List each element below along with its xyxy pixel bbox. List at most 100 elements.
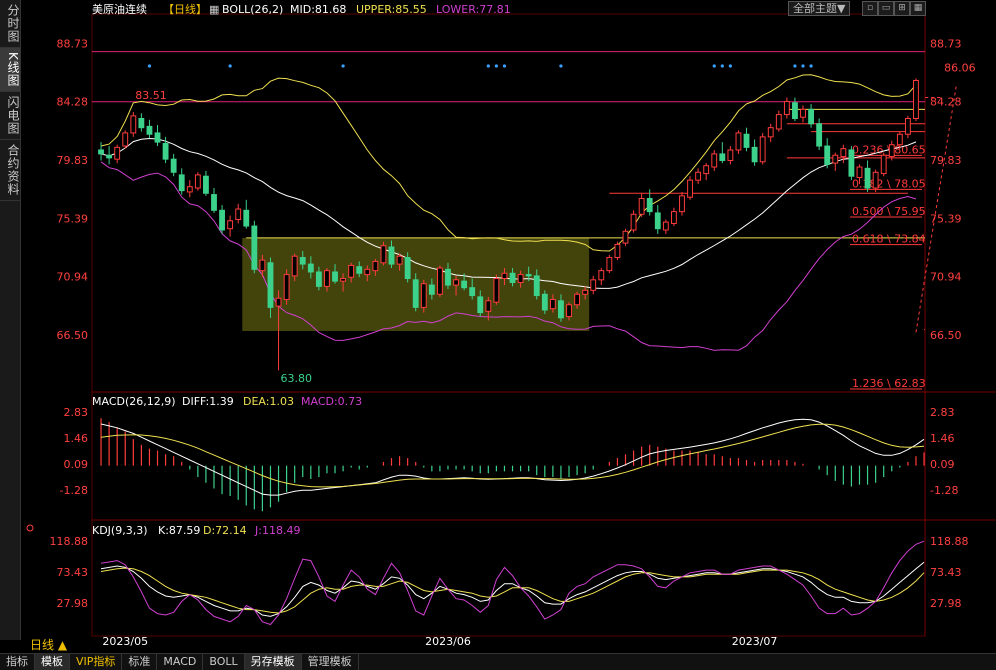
candle xyxy=(469,287,476,297)
tab-standard[interactable]: 标准 xyxy=(122,654,158,670)
candle xyxy=(525,274,532,277)
candle xyxy=(711,153,718,168)
bottom-tabbar: 指标 模板 VIP指标 标准 MACD BOLL 另存模板 管理模板 xyxy=(0,653,996,670)
candle xyxy=(614,243,621,259)
candle xyxy=(783,100,790,116)
theme-dropdown[interactable]: 全部主题▼ xyxy=(788,1,851,16)
candle xyxy=(719,153,726,161)
candle xyxy=(856,166,863,179)
dea-label: DEA:1.03 xyxy=(243,395,294,408)
grid-9-icon[interactable]: ▦ xyxy=(910,1,926,16)
candle xyxy=(332,271,338,282)
candle xyxy=(186,186,193,193)
candle xyxy=(436,267,443,295)
candle xyxy=(243,209,250,227)
candle xyxy=(904,118,911,135)
tab-indicator[interactable]: 指标 xyxy=(0,654,35,670)
candle xyxy=(533,275,540,297)
candle xyxy=(670,211,677,224)
y-tick-left: 84.28 xyxy=(57,96,89,109)
candle xyxy=(267,262,274,308)
candle xyxy=(606,257,613,272)
candle xyxy=(170,158,177,173)
candle xyxy=(348,264,355,278)
k-line xyxy=(100,561,925,617)
candle xyxy=(138,118,145,129)
candle xyxy=(549,299,556,310)
sidebar-tab-flash[interactable]: 闪电图 xyxy=(0,92,20,140)
d-line xyxy=(100,567,925,614)
period-button[interactable]: 日线 ▲ xyxy=(30,638,68,652)
candle xyxy=(106,154,113,159)
macd-y-tick-right: 2.83 xyxy=(930,406,955,419)
candle xyxy=(816,123,823,147)
candle xyxy=(227,220,234,230)
candle xyxy=(114,146,121,160)
macd-y-tick-right: -1.28 xyxy=(930,484,958,497)
fib-label: 0.500 \ 75.95 xyxy=(852,205,926,218)
candle xyxy=(582,289,589,295)
fib-label: 1.236 \ 62.83 xyxy=(852,377,926,390)
candle xyxy=(888,144,895,158)
sidebar-tab-timeshare[interactable]: 分时图 xyxy=(0,0,20,48)
candle xyxy=(428,284,435,295)
sidebar-tab-kline[interactable]: K线图 xyxy=(0,48,20,92)
candle xyxy=(461,280,468,289)
signal-dot xyxy=(801,64,805,68)
kdj-label: KDJ(9,3,3) xyxy=(92,524,148,537)
kdj-y-tick-right: 27.98 xyxy=(930,597,962,610)
candle xyxy=(404,257,411,280)
grid-2-icon[interactable]: ▭ xyxy=(878,1,894,16)
candle xyxy=(913,79,919,119)
tab-vip-indicator[interactable]: VIP指标 xyxy=(70,654,123,670)
candle xyxy=(630,213,637,231)
candle xyxy=(211,194,217,211)
candle xyxy=(412,279,419,308)
macd-y-tick-left: 2.83 xyxy=(64,406,89,419)
candle xyxy=(687,179,693,198)
grid-1-icon[interactable]: ▫ xyxy=(862,1,878,16)
y-tick-left: 88.73 xyxy=(57,37,89,50)
signal-dot xyxy=(341,64,345,68)
y-tick-right: 79.83 xyxy=(930,154,962,167)
candle xyxy=(800,108,806,118)
candle xyxy=(396,255,403,265)
diff-line xyxy=(100,418,925,496)
signal-dot xyxy=(502,64,507,68)
candle xyxy=(453,279,459,286)
x-tick: 2023/05 xyxy=(102,635,148,648)
candle xyxy=(509,272,516,283)
candle xyxy=(695,171,702,181)
boll-label: BOLL(26,2) xyxy=(222,3,283,16)
tab-boll[interactable]: BOLL xyxy=(203,654,245,670)
candle xyxy=(299,257,306,265)
sidebar-tab-contract-info[interactable]: 合约资料 xyxy=(0,140,20,201)
dea-line xyxy=(100,423,925,488)
candle xyxy=(477,296,484,314)
candle xyxy=(259,259,266,272)
mid-label: MID:81.68 xyxy=(290,3,346,16)
candle xyxy=(178,174,185,192)
y-tick-right: 84.28 xyxy=(930,96,962,109)
candle xyxy=(372,260,379,272)
fib-label: 0.382 \ 78.05 xyxy=(852,177,926,190)
y-tick-right: 75.39 xyxy=(930,212,962,225)
macd-y-tick-left: -1.28 xyxy=(60,484,88,497)
tab-manage-template[interactable]: 管理模板 xyxy=(302,654,359,670)
x-tick: 2023/07 xyxy=(732,635,778,648)
tab-template[interactable]: 模板 xyxy=(35,654,70,670)
grid-4-icon[interactable]: ⊞ xyxy=(894,1,910,16)
tab-save-template[interactable]: 另存模板 xyxy=(244,654,302,670)
kdj-y-tick-left: 73.43 xyxy=(57,566,89,579)
candle xyxy=(380,245,387,264)
candle xyxy=(517,274,524,283)
sidebar: 分时图 K线图 闪电图 合约资料 xyxy=(0,0,21,640)
candle xyxy=(420,283,427,308)
signal-dot xyxy=(793,64,797,68)
candle xyxy=(743,133,750,148)
candle xyxy=(679,195,685,213)
macd-y-tick-right: 1.46 xyxy=(930,432,955,445)
tab-macd[interactable]: MACD xyxy=(157,654,204,670)
signal-dot xyxy=(559,64,563,68)
macd-value-label: MACD:0.73 xyxy=(301,395,362,408)
